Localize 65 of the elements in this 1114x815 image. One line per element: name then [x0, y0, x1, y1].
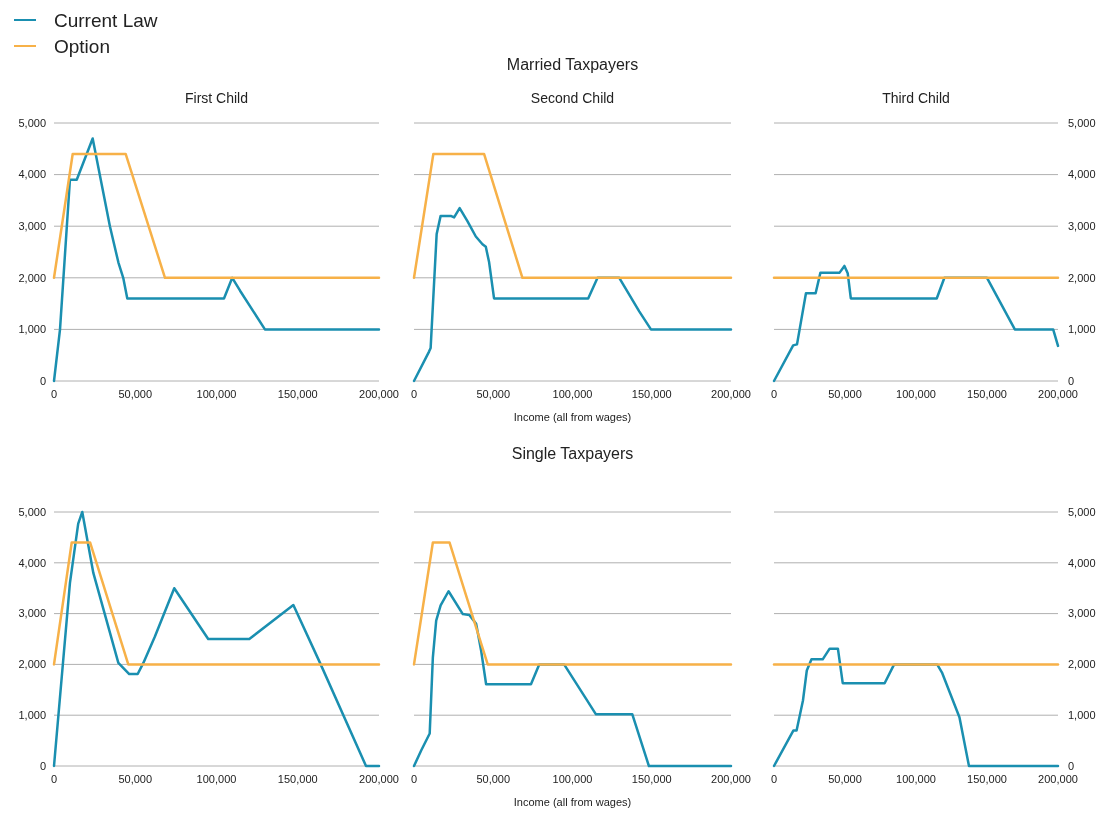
x-tick-label: 200,000	[711, 388, 751, 400]
y2-tick-label: 1,000	[1068, 709, 1096, 722]
y2-tick-label: 2,000	[1068, 271, 1096, 284]
y2-tick-label: 5,000	[1068, 505, 1096, 518]
x-tick-label: 50,000	[828, 388, 862, 400]
x-tick-label: 0	[50, 773, 58, 785]
y2-tick-label: 2,000	[1068, 658, 1096, 671]
x-tick-label: 0	[770, 388, 778, 400]
y2-tick-label: 0	[1068, 374, 1075, 387]
x-tick-label: 50,000	[118, 388, 153, 400]
y-tick-label: 1,000	[18, 323, 46, 336]
x-tick-label: 150,000	[967, 388, 1007, 400]
y2-tick-label: 0	[1068, 759, 1075, 772]
x-tick-label: 150,000	[277, 773, 318, 785]
x-tick-label: 150,000	[631, 773, 672, 785]
y-tick-label: 3,000	[18, 220, 46, 233]
chart-title: Third Child	[882, 90, 950, 106]
x-tick-label: 100,000	[196, 388, 237, 400]
y2-tick-label: 5,000	[1068, 116, 1096, 129]
x-tick-label: 50,000	[476, 388, 511, 400]
x-tick-label: 200,000	[359, 773, 399, 785]
x-tick-label: 100,000	[196, 773, 237, 785]
x-tick-label: 100,000	[896, 773, 936, 785]
x-tick-label: 50,000	[118, 773, 153, 785]
x-tick-label: 50,000	[828, 773, 862, 785]
x-tick-label: 0	[770, 773, 778, 785]
y-tick-label: 0	[39, 374, 46, 387]
line-series	[52, 510, 381, 768]
y2-tick-label: 4,000	[1068, 556, 1096, 569]
x-tick-label: 100,000	[552, 773, 593, 785]
x-tick-label: 200,000	[359, 388, 399, 400]
x-tick-label: 0	[50, 388, 58, 400]
y-tick-label: 3,000	[18, 607, 46, 620]
y-tick-label: 1,000	[18, 709, 46, 722]
y-tick-label: 5,000	[18, 116, 46, 129]
x-tick-label: 0	[410, 773, 418, 785]
y-tick-label: 2,000	[18, 658, 46, 671]
text: Single Taxpayers	[511, 445, 634, 462]
y-tick-label: 0	[39, 759, 46, 772]
x-tick-label: 150,000	[631, 388, 672, 400]
x-tick-label: 0	[410, 388, 418, 400]
chart-title: First Child	[184, 90, 249, 106]
x-tick-label: 200,000	[1038, 388, 1078, 400]
y2-tick-label: 3,000	[1068, 607, 1096, 620]
y2-tick-label: 4,000	[1068, 168, 1096, 181]
text: Married Taxpayers	[506, 56, 639, 73]
x-axis-title: Income (all from wages)	[513, 411, 632, 423]
x-tick-label: 100,000	[896, 388, 936, 400]
y-tick-label: 4,000	[18, 168, 46, 181]
chart-title: Second Child	[530, 90, 615, 106]
x-axis-title: Income (all from wages)	[513, 796, 632, 808]
x-tick-label: 200,000	[711, 773, 751, 785]
x-tick-label: 150,000	[967, 773, 1007, 785]
legend-label: Current Law	[54, 9, 158, 31]
y2-tick-label: 3,000	[1068, 220, 1096, 233]
y2-tick-label: 1,000	[1068, 323, 1096, 336]
y-tick-label: 2,000	[18, 271, 46, 284]
line-series	[52, 137, 381, 383]
legend-label: Option	[54, 35, 110, 57]
y-tick-label: 5,000	[18, 505, 46, 518]
y-tick-label: 4,000	[18, 556, 46, 569]
x-tick-label: 150,000	[277, 388, 318, 400]
x-tick-label: 200,000	[1038, 773, 1078, 785]
x-tick-label: 100,000	[552, 388, 593, 400]
x-tick-label: 50,000	[476, 773, 511, 785]
